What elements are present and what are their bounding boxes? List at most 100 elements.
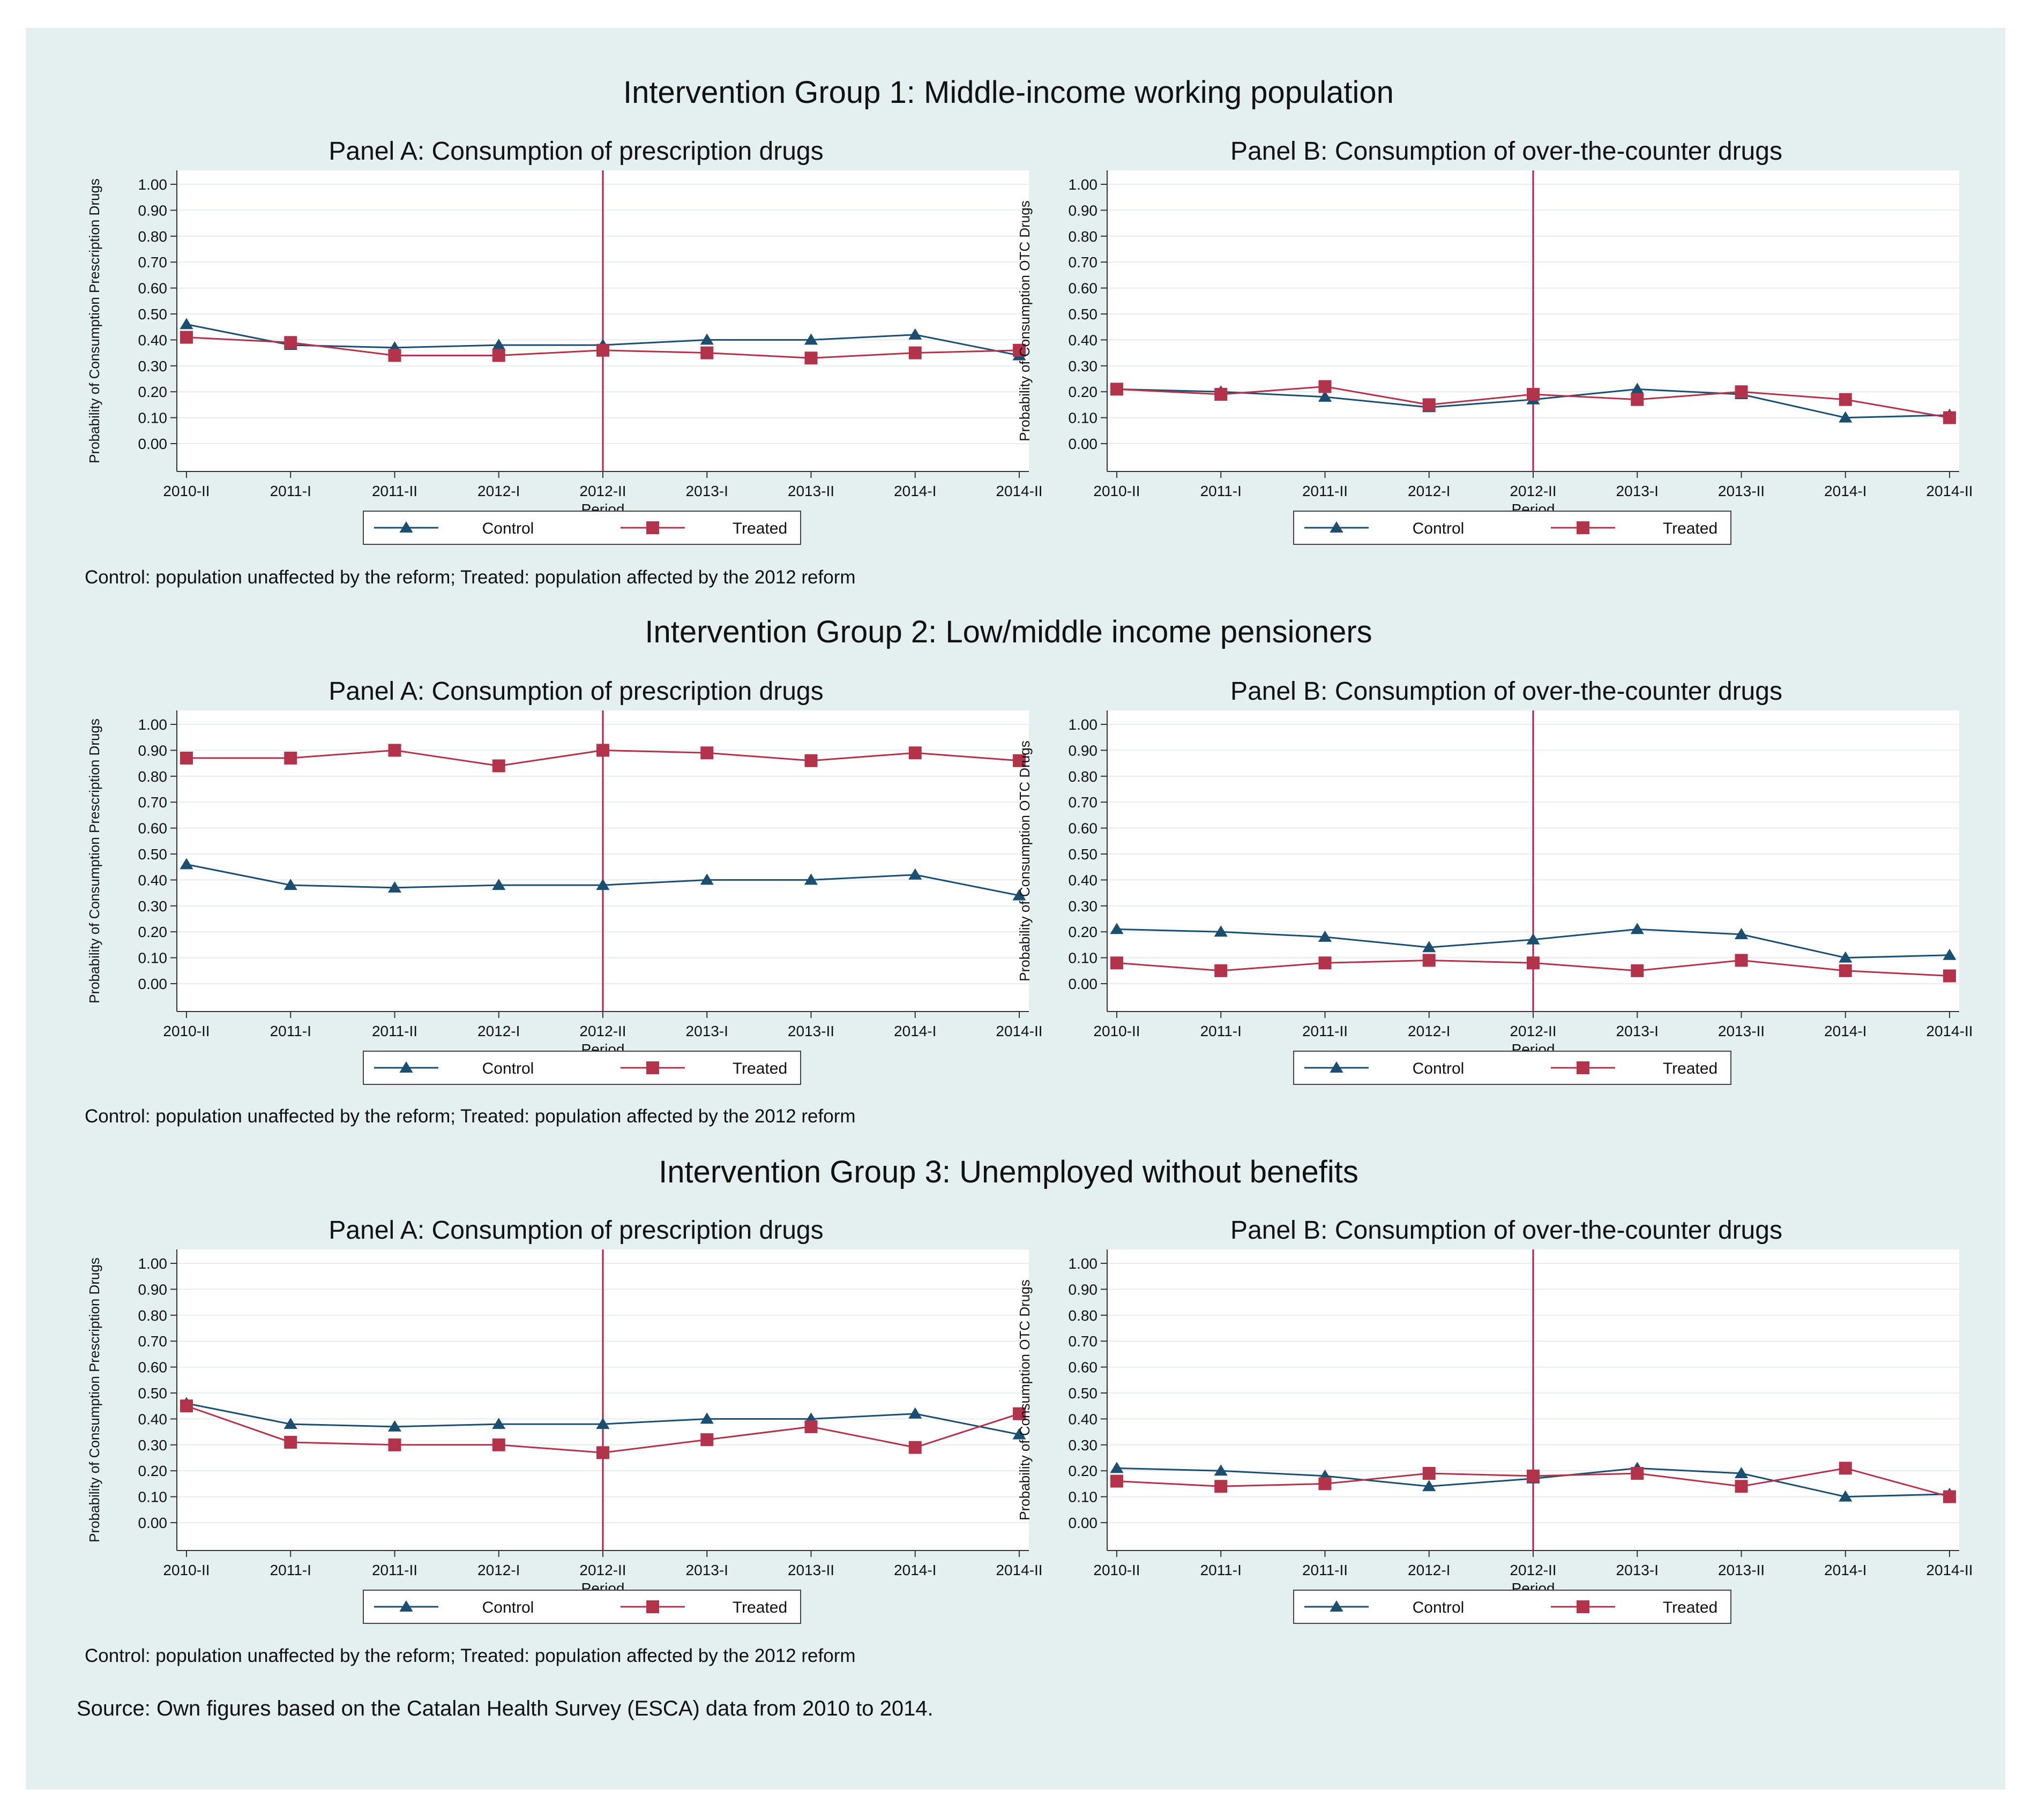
x-tick-label: 2014-II [996,483,1042,499]
chart-group3-panelb: Panel B: Consumption of over-the-counter… [1017,1216,1973,1624]
data-point-treated [804,754,818,767]
data-point-control [700,1412,714,1424]
panel-title: Panel B: Consumption of over-the-counter… [1230,137,1782,166]
x-tick-label: 2010-II [1093,1023,1140,1039]
legend-treated-label: Treated [733,1060,787,1077]
chart-group2-panela: Panel A: Consumption of prescription dru… [86,677,1043,1085]
chart-group1-panelb: Panel B: Consumption of over-the-counter… [1017,137,1973,545]
y-tick-label: 0.50 [1069,306,1098,323]
x-tick-label: 2010-II [1093,483,1140,499]
data-point-treated [492,1438,505,1451]
y-tick-label: 0.70 [138,1333,168,1350]
data-point-treated [180,1399,193,1413]
y-tick-label: 0.10 [138,1489,168,1506]
data-point-treated [1318,1477,1332,1491]
x-tick-label: 2012-I [1408,1023,1450,1039]
y-tick-label: 0.60 [138,280,168,297]
data-point-treated [284,751,297,765]
figure-chart-canvas: Intervention Group 1: Middle-income work… [77,75,1973,1720]
data-point-treated [1422,954,1436,967]
y-tick-label: 0.90 [138,1281,168,1298]
x-tick-label: 2011-II [1302,1023,1348,1039]
data-point-treated [1735,954,1748,967]
data-point-treated [1214,964,1228,977]
data-point-control [283,1418,297,1429]
x-tick-label: 2011-II [372,483,417,499]
data-point-control [1012,1428,1026,1440]
data-point-treated [388,1438,401,1451]
data-point-control [908,868,922,880]
data-point-control [1422,1480,1436,1492]
data-point-treated [1013,754,1026,767]
y-tick-label: 0.20 [138,384,168,400]
y-tick-label: 0.40 [1069,1411,1098,1427]
y-tick-label: 0.60 [138,820,168,837]
data-point-treated [1631,964,1644,977]
data-point-control [1526,933,1540,945]
x-tick-label: 2010-II [163,483,210,499]
x-tick-label: 2014-I [1824,1023,1866,1039]
data-point-treated [284,1435,297,1449]
y-tick-label: 0.10 [1069,1489,1098,1506]
data-point-treated [1110,383,1123,396]
x-tick-label: 2014-II [1926,1023,1973,1039]
footnote-group-3: Control: population unaffected by the re… [85,1645,856,1666]
panel-title: Panel B: Consumption of over-the-counter… [1230,677,1782,706]
x-tick-label: 2012-II [1510,1023,1556,1039]
x-tick-label: 2014-I [1824,483,1866,499]
data-point-treated [1839,1462,1852,1475]
legend-treated-label: Treated [733,520,787,537]
y-tick-label: 1.00 [138,1255,168,1272]
legend-control-triangle-icon [399,1600,413,1612]
x-tick-label: 2014-I [894,483,936,499]
x-tick-label: 2014-II [1926,1562,1973,1578]
data-point-control [1630,383,1644,394]
x-tick-label: 2012-II [579,483,626,499]
data-point-control [283,879,297,890]
data-point-treated [1839,393,1852,406]
data-point-treated [1527,388,1540,401]
legend-treated-square-icon [1577,521,1589,534]
y-tick-label: 0.40 [138,332,168,348]
panel-title: Panel A: Consumption of prescription dru… [328,1216,823,1245]
x-tick-label: 2010-II [1093,1562,1140,1578]
y-tick-label: 0.00 [1069,436,1098,452]
data-point-control [1012,889,1026,901]
y-tick-label: 0.30 [138,898,168,915]
x-tick-label: 2011-II [372,1023,417,1039]
y-tick-label: 0.40 [138,1411,168,1427]
data-point-treated [1631,1467,1644,1480]
data-point-treated [1318,380,1332,393]
data-point-control [387,881,402,893]
y-tick-label: 1.00 [138,716,168,733]
data-point-treated [1422,1467,1436,1480]
legend-control-label: Control [1413,520,1465,537]
legend-treated-square-icon [646,1600,659,1613]
legend-control-triangle-icon [399,1061,413,1073]
y-tick-label: 0.20 [138,924,168,940]
data-point-control [1318,930,1332,942]
legend-control-triangle-icon [1330,1600,1343,1612]
y-tick-label: 0.30 [1069,898,1098,915]
y-tick-label: 0.60 [1069,280,1098,297]
x-tick-label: 2013-I [686,1562,728,1578]
y-tick-label: 0.20 [138,1463,168,1479]
data-point-control [492,339,506,350]
panel-title: Panel A: Consumption of prescription dru… [328,137,823,166]
data-point-treated [180,331,193,344]
legend-control-triangle-icon [399,521,413,533]
group-title-1: Intervention Group 1: Middle-income work… [623,75,1394,110]
x-tick-label: 2013-II [1718,483,1765,499]
data-point-control [700,873,714,885]
x-tick-label: 2013-I [1616,1562,1659,1578]
data-point-treated [1943,1490,1956,1503]
y-tick-label: 0.90 [1069,1281,1098,1298]
y-tick-label: 0.80 [138,1307,168,1324]
y-tick-label: 0.20 [1069,924,1098,940]
data-point-control [1422,941,1436,953]
x-tick-label: 2014-I [894,1562,936,1578]
data-point-treated [908,1441,922,1454]
x-tick-label: 2013-I [1616,1023,1659,1039]
chart-group2-panelb: Panel B: Consumption of over-the-counter… [1017,677,1973,1085]
data-point-treated [804,1420,818,1433]
